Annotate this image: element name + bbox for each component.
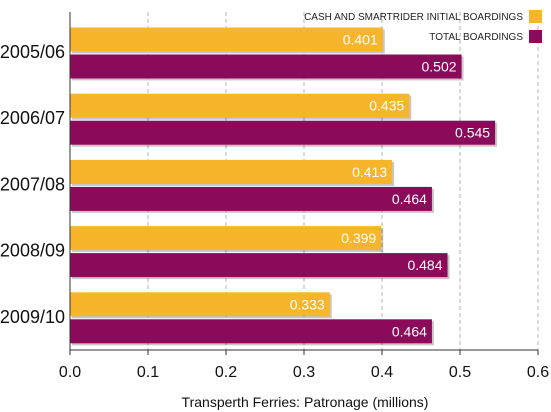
legend-swatch	[529, 10, 542, 23]
x-tick-label: 0.0	[59, 364, 81, 381]
bar-initial-boardings	[70, 159, 393, 184]
x-tick-label: 0.6	[527, 364, 549, 381]
x-tick-label: 0.3	[293, 364, 315, 381]
legend-label: CASH AND SMARTRIDER INITIAL BOARDINGS	[304, 12, 523, 23]
bar-initial-boardings	[70, 27, 383, 52]
bar-initial-boardings	[70, 93, 410, 118]
axes: 0.0 0.1 0.2 0.3 0.4 0.5 0.6 2005/06 2006/07 2007/…	[0, 12, 549, 381]
x-tick-label: 0.1	[137, 364, 159, 381]
category-label: 2008/09	[0, 241, 65, 261]
value-label: 0.502	[422, 59, 457, 75]
bars: 0.401 0.502 0.435 0.545 0.413 0.464 0.399 0.484…	[70, 27, 498, 346]
bar-total-boardings	[70, 54, 462, 79]
value-label: 0.413	[352, 164, 387, 180]
legend: CASH AND SMARTRIDER INITIAL BOARDINGS TOT…	[304, 10, 542, 43]
bar-total-boardings	[70, 186, 432, 211]
value-label: 0.399	[341, 230, 376, 246]
x-tick-label: 0.5	[449, 364, 471, 381]
bar-total-boardings	[70, 319, 432, 344]
bar-initial-boardings	[70, 292, 330, 317]
x-tick-label: 0.4	[371, 364, 393, 381]
value-label: 0.333	[290, 296, 325, 312]
value-label: 0.484	[407, 257, 442, 273]
value-label: 0.401	[343, 32, 378, 48]
x-tick-label: 0.2	[215, 364, 237, 381]
value-label: 0.435	[369, 98, 404, 114]
legend-swatch	[529, 30, 542, 43]
category-label: 2009/10	[0, 307, 65, 327]
value-label: 0.464	[392, 191, 427, 207]
value-label: 0.464	[392, 323, 427, 339]
legend-label: TOTAL BOARDINGS	[429, 32, 523, 43]
x-axis-title: Transperth Ferries: Patronage (millions)	[182, 394, 429, 410]
bar-total-boardings	[70, 253, 448, 278]
value-label: 0.545	[455, 125, 490, 141]
category-label: 2006/07	[0, 108, 65, 128]
bar-initial-boardings	[70, 226, 382, 251]
category-label: 2005/06	[0, 42, 65, 62]
bar-total-boardings	[70, 120, 496, 145]
category-label: 2007/08	[0, 174, 65, 194]
